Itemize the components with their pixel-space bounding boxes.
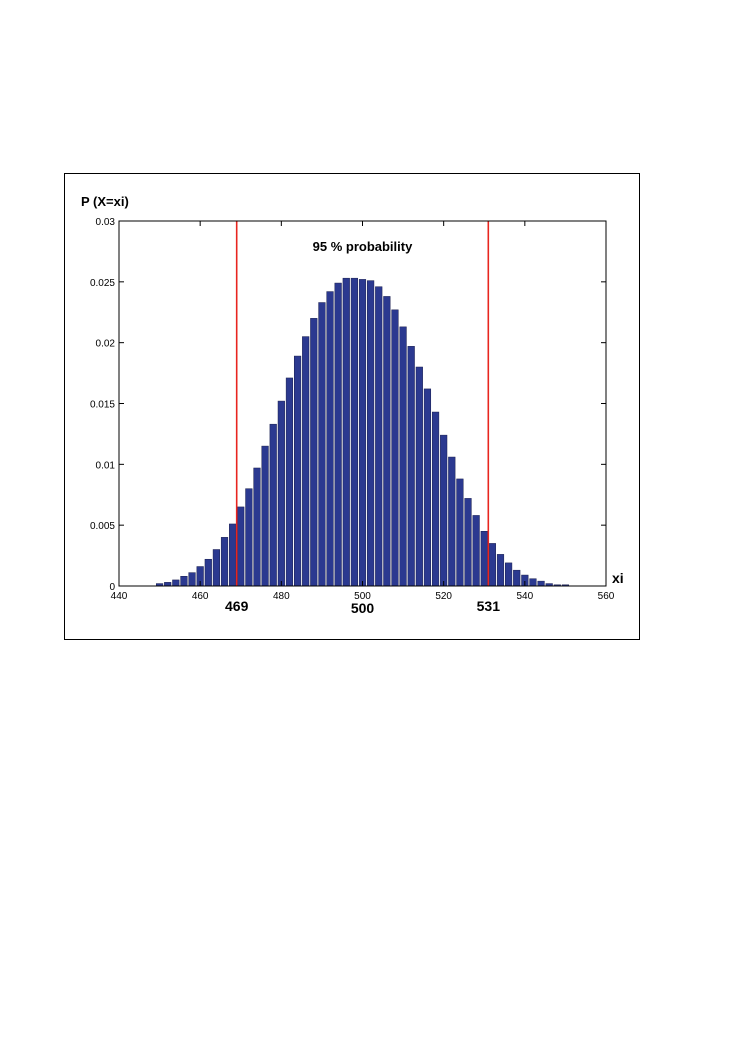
bar: [440, 434, 448, 587]
bar: [383, 296, 391, 587]
bar: [237, 506, 245, 587]
bar: [399, 326, 407, 587]
bar: [334, 282, 342, 587]
bar: [326, 291, 334, 587]
y-axis-label: P (X=xi): [81, 194, 129, 209]
bar: [318, 302, 326, 587]
y-tick-label: 0: [109, 582, 115, 593]
bar: [180, 576, 188, 587]
center-value-label: 500: [351, 600, 375, 616]
ticks-layer: 440 460 480 500 520 540 560 0 0.005 0.01 0.015 0.02…: [90, 217, 615, 602]
y-tick-label: 0.03: [96, 217, 116, 228]
bar: [537, 580, 545, 587]
y-tick-label: 0.025: [90, 278, 115, 289]
bar: [277, 400, 285, 587]
bar: [423, 388, 432, 587]
x-tick-label: 440: [111, 591, 128, 602]
bar: [229, 523, 237, 587]
bar: [407, 346, 415, 587]
bar: [285, 377, 294, 587]
bar: [302, 336, 310, 587]
bar: [164, 582, 172, 587]
bar: [456, 478, 464, 587]
bar: [464, 498, 472, 587]
bar: [188, 572, 196, 587]
bar: [431, 411, 440, 587]
bar: [391, 309, 399, 587]
x-axis-label: xi: [612, 570, 624, 586]
bar: [480, 531, 488, 587]
lower-bound-label: 469: [225, 598, 249, 614]
bar: [505, 562, 513, 587]
bar: [513, 569, 521, 587]
figure-frame: 440 460 480 500 520 540 560 0 0.005 0.01 0.015 0.02…: [64, 173, 640, 640]
bar: [269, 423, 277, 587]
bar: [245, 488, 253, 587]
x-tick-label: 500: [354, 591, 371, 602]
bar: [261, 445, 269, 587]
bar: [472, 515, 480, 587]
vline-layer: [235, 221, 490, 586]
bar: [220, 537, 229, 587]
bar: [448, 456, 456, 587]
bar: [496, 554, 505, 587]
y-tick-label: 0.015: [90, 400, 115, 411]
labels-layer: P (X=xi) xi 95 % probability 469 500 531: [81, 194, 624, 616]
y-tick-label: 0.02: [96, 339, 116, 350]
bars-layer: [156, 277, 569, 587]
y-tick-label: 0.01: [96, 460, 116, 471]
bar: [253, 467, 261, 587]
bar: [342, 277, 350, 587]
x-tick-label: 460: [192, 591, 209, 602]
bar: [488, 543, 496, 587]
bar: [293, 355, 302, 587]
upper-bound-label: 531: [477, 598, 501, 614]
bar: [350, 277, 358, 587]
x-tick-label: 480: [273, 591, 290, 602]
probability-annotation: 95 % probability: [313, 239, 413, 254]
bar: [529, 578, 537, 587]
bar: [415, 366, 423, 587]
x-tick-label: 560: [598, 591, 615, 602]
bar: [310, 318, 318, 587]
bar: [204, 558, 212, 587]
y-tick-label: 0.005: [90, 521, 115, 532]
x-tick-label: 540: [516, 591, 533, 602]
bar: [212, 549, 220, 587]
bar: [367, 280, 375, 587]
x-tick-label: 520: [435, 591, 452, 602]
bar: [172, 579, 180, 587]
bar: [375, 286, 383, 587]
chart-svg: 440 460 480 500 520 540 560 0 0.005 0.01 0.015 0.02…: [81, 194, 624, 616]
bar: [358, 279, 367, 587]
